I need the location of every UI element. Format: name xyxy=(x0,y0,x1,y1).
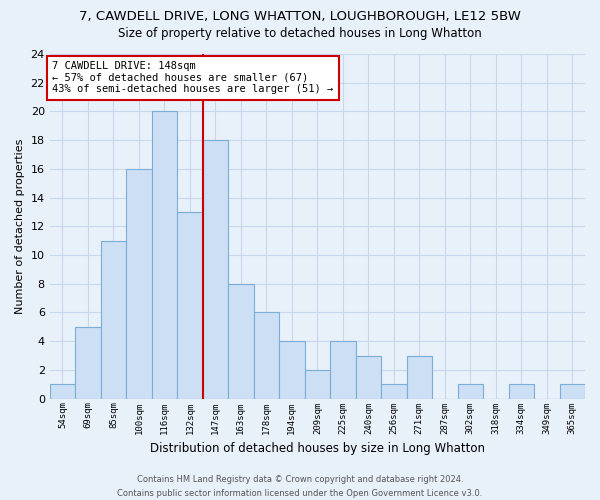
Bar xyxy=(75,327,101,398)
Bar xyxy=(50,384,75,398)
Text: 7 CAWDELL DRIVE: 148sqm
← 57% of detached houses are smaller (67)
43% of semi-de: 7 CAWDELL DRIVE: 148sqm ← 57% of detache… xyxy=(52,61,334,94)
Text: Size of property relative to detached houses in Long Whatton: Size of property relative to detached ho… xyxy=(118,28,482,40)
Text: Contains HM Land Registry data © Crown copyright and database right 2024.
Contai: Contains HM Land Registry data © Crown c… xyxy=(118,476,482,498)
Bar xyxy=(203,140,228,398)
Bar xyxy=(152,112,177,399)
Bar xyxy=(177,212,203,398)
Bar xyxy=(356,356,381,399)
Bar xyxy=(330,341,356,398)
Bar xyxy=(254,312,279,398)
Bar xyxy=(279,341,305,398)
Bar xyxy=(305,370,330,398)
Bar xyxy=(101,240,126,398)
Bar xyxy=(407,356,432,399)
X-axis label: Distribution of detached houses by size in Long Whatton: Distribution of detached houses by size … xyxy=(150,442,485,455)
Bar xyxy=(381,384,407,398)
Y-axis label: Number of detached properties: Number of detached properties xyxy=(15,138,25,314)
Bar xyxy=(126,169,152,398)
Bar xyxy=(560,384,585,398)
Bar xyxy=(228,284,254,399)
Bar xyxy=(458,384,483,398)
Bar xyxy=(509,384,534,398)
Text: 7, CAWDELL DRIVE, LONG WHATTON, LOUGHBOROUGH, LE12 5BW: 7, CAWDELL DRIVE, LONG WHATTON, LOUGHBOR… xyxy=(79,10,521,23)
